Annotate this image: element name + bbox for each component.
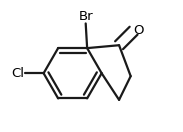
Text: Cl: Cl (12, 67, 25, 80)
Text: Br: Br (78, 10, 93, 23)
Text: O: O (134, 24, 144, 37)
